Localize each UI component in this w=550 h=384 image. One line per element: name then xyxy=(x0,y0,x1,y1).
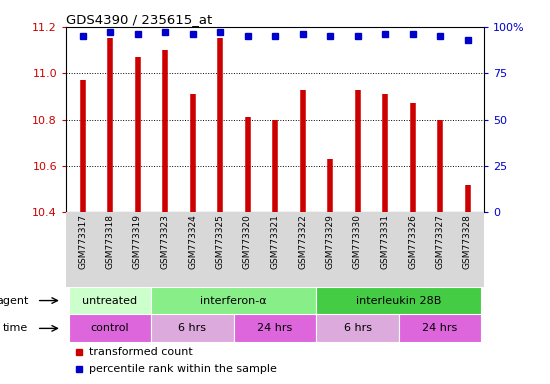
Text: percentile rank within the sample: percentile rank within the sample xyxy=(89,364,277,374)
Bar xyxy=(151,314,234,342)
Text: GSM773317: GSM773317 xyxy=(78,214,87,269)
Text: GSM773318: GSM773318 xyxy=(106,214,114,269)
Text: GSM773321: GSM773321 xyxy=(271,214,279,269)
Bar xyxy=(69,286,151,314)
Text: 24 hrs: 24 hrs xyxy=(422,323,458,333)
Bar xyxy=(399,314,481,342)
Bar xyxy=(316,286,481,314)
Text: GSM773327: GSM773327 xyxy=(436,214,444,269)
Text: GSM773319: GSM773319 xyxy=(133,214,142,269)
Bar xyxy=(234,314,316,342)
Text: GSM773330: GSM773330 xyxy=(353,214,362,269)
Bar xyxy=(316,314,399,342)
Bar xyxy=(69,314,151,342)
Text: agent: agent xyxy=(0,296,29,306)
Text: untreated: untreated xyxy=(82,296,138,306)
Text: time: time xyxy=(3,323,29,333)
Text: interferon-α: interferon-α xyxy=(200,296,267,306)
Text: 6 hrs: 6 hrs xyxy=(179,323,206,333)
Bar xyxy=(66,212,484,286)
Text: interleukin 28B: interleukin 28B xyxy=(356,296,442,306)
Text: GSM773320: GSM773320 xyxy=(243,214,252,269)
Text: GSM773322: GSM773322 xyxy=(298,214,307,269)
Text: GSM773331: GSM773331 xyxy=(381,214,389,269)
Text: GSM773323: GSM773323 xyxy=(161,214,169,269)
Text: 24 hrs: 24 hrs xyxy=(257,323,293,333)
Text: GSM773329: GSM773329 xyxy=(326,214,334,269)
Text: GSM773324: GSM773324 xyxy=(188,214,197,269)
Text: control: control xyxy=(91,323,129,333)
Text: transformed count: transformed count xyxy=(89,347,192,357)
Text: GSM773326: GSM773326 xyxy=(408,214,417,269)
Text: GDS4390 / 235615_at: GDS4390 / 235615_at xyxy=(66,13,212,26)
Text: 6 hrs: 6 hrs xyxy=(344,323,371,333)
Text: GSM773328: GSM773328 xyxy=(463,214,472,269)
Text: GSM773325: GSM773325 xyxy=(216,214,224,269)
Bar xyxy=(151,286,316,314)
